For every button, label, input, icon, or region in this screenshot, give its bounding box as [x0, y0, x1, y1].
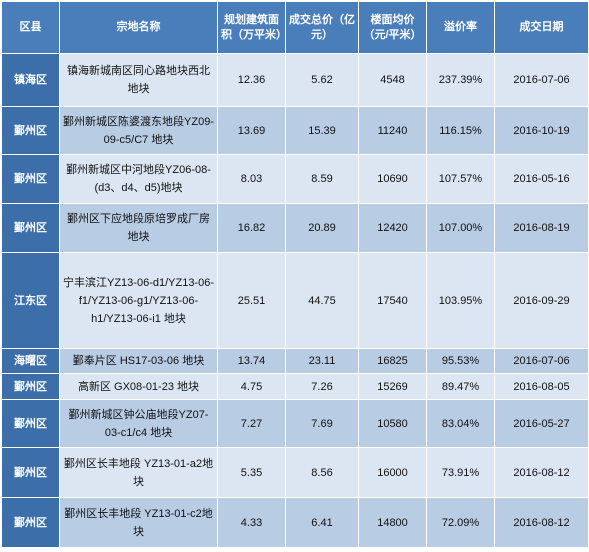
- unit-price-cell: 12420: [358, 203, 427, 253]
- col-header-area: 规划建筑面积（万平米）: [217, 1, 286, 54]
- unit-price-cell: 17540: [358, 252, 427, 349]
- district-cell: 鄞州区: [1, 399, 60, 448]
- unit-price-cell: 15269: [358, 373, 427, 400]
- premium-cell: 72.09%: [426, 497, 495, 548]
- date-cell: 2016-08-12: [494, 447, 589, 498]
- premium-cell: 89.47%: [426, 373, 495, 400]
- area-cell: 25.51: [217, 252, 286, 349]
- parcel-name-cell: 鄞州区下应地段原培罗成厂房地块: [59, 203, 218, 253]
- area-cell: 5.35: [217, 447, 286, 498]
- parcel-name-cell: 高新区 GX08-01-23 地块: [59, 373, 218, 400]
- premium-cell: 83.04%: [426, 399, 495, 448]
- parcel-name-cell: 鄞州区长丰地段 YZ13-01-a2地块: [59, 447, 218, 498]
- district-cell: 鄞州区: [1, 447, 60, 498]
- table-row: 鄞州区 鄞州新城区中河地段YZ06-08-(d3、d4、d5)地块 8.03 8…: [1, 154, 589, 204]
- premium-cell: 73.91%: [426, 447, 495, 498]
- area-cell: 16.82: [217, 203, 286, 253]
- premium-cell: 107.57%: [426, 154, 495, 204]
- date-cell: 2016-07-06: [494, 53, 589, 107]
- date-cell: 2016-10-19: [494, 106, 589, 155]
- district-cell: 海曙区: [1, 348, 60, 374]
- district-cell: 鄞州区: [1, 106, 60, 155]
- parcel-name-cell: 宁丰滨江YZ13-06-d1/YZ13-06-f1/YZ13-06-g1/YZ1…: [59, 252, 218, 349]
- col-header-district: 区县: [1, 1, 60, 54]
- area-cell: 13.69: [217, 106, 286, 155]
- district-cell: 鄞州区: [1, 154, 60, 204]
- total-price-cell: 44.75: [285, 252, 359, 349]
- area-cell: 4.75: [217, 373, 286, 400]
- unit-price-cell: 16000: [358, 447, 427, 498]
- parcel-name-cell: 鄞州新城区陈婆渡东地段YZ09-09-c5/C7 地块: [59, 106, 218, 155]
- date-cell: 2016-08-19: [494, 203, 589, 253]
- district-cell: 鄞州区: [1, 373, 60, 400]
- premium-cell: 237.39%: [426, 53, 495, 107]
- unit-price-cell: 4548: [358, 53, 427, 107]
- parcel-name-cell: 鄞奉片区 HS17-03-06 地块: [59, 348, 218, 374]
- unit-price-cell: 11240: [358, 106, 427, 155]
- total-price-cell: 20.89: [285, 203, 359, 253]
- table-row: 鄞州区 鄞州新城区钟公庙地段YZ07-03-c1/c4 地块 7.27 7.69…: [1, 399, 589, 448]
- parcel-name-cell: 鄞州新城区钟公庙地段YZ07-03-c1/c4 地块: [59, 399, 218, 448]
- area-cell: 4.33: [217, 497, 286, 548]
- total-price-cell: 5.62: [285, 53, 359, 107]
- total-price-cell: 23.11: [285, 348, 359, 374]
- area-cell: 12.36: [217, 53, 286, 107]
- area-cell: 8.03: [217, 154, 286, 204]
- header-row: 区县 宗地名称 规划建筑面积（万平米） 成交总价（亿元） 楼面均价（元/平米） …: [1, 1, 589, 54]
- date-cell: 2016-08-12: [494, 497, 589, 548]
- district-cell: 江东区: [1, 252, 60, 349]
- total-price-cell: 7.69: [285, 399, 359, 448]
- total-price-cell: 7.26: [285, 373, 359, 400]
- unit-price-cell: 10580: [358, 399, 427, 448]
- unit-price-cell: 10690: [358, 154, 427, 204]
- table-row: 海曙区 鄞奉片区 HS17-03-06 地块 13.74 23.11 16825…: [1, 348, 589, 374]
- parcel-name-cell: 鄞州区长丰地段 YZ13-01-c2地块: [59, 497, 218, 548]
- date-cell: 2016-08-05: [494, 373, 589, 400]
- col-header-date: 成交日期: [494, 1, 589, 54]
- parcel-name-cell: 鄞州新城区中河地段YZ06-08-(d3、d4、d5)地块: [59, 154, 218, 204]
- table-row: 鄞州区 鄞州区长丰地段 YZ13-01-a2地块 5.35 8.56 16000…: [1, 447, 589, 498]
- col-header-unit-price: 楼面均价（元/平米）: [358, 1, 427, 54]
- total-price-cell: 6.41: [285, 497, 359, 548]
- date-cell: 2016-09-29: [494, 252, 589, 349]
- unit-price-cell: 16825: [358, 348, 427, 374]
- table-row: 鄞州区 鄞州区长丰地段 YZ13-01-c2地块 4.33 6.41 14800…: [1, 497, 589, 548]
- table-row: 江东区 宁丰滨江YZ13-06-d1/YZ13-06-f1/YZ13-06-g1…: [1, 252, 589, 349]
- date-cell: 2016-05-16: [494, 154, 589, 204]
- district-cell: 鄞州区: [1, 203, 60, 253]
- table-row: 鄞州区 鄞州新城区陈婆渡东地段YZ09-09-c5/C7 地块 13.69 15…: [1, 106, 589, 155]
- table-row: 镇海区 镇海新城南区同心路地块西北地块 12.36 5.62 4548 237.…: [1, 53, 589, 107]
- premium-cell: 103.95%: [426, 252, 495, 349]
- premium-cell: 116.15%: [426, 106, 495, 155]
- table-row: 鄞州区 鄞州区下应地段原培罗成厂房地块 16.82 20.89 12420 10…: [1, 203, 589, 253]
- premium-cell: 107.00%: [426, 203, 495, 253]
- premium-cell: 95.53%: [426, 348, 495, 374]
- col-header-parcel-name: 宗地名称: [59, 1, 218, 54]
- parcel-name-cell: 镇海新城南区同心路地块西北地块: [59, 53, 218, 107]
- total-price-cell: 15.39: [285, 106, 359, 155]
- unit-price-cell: 14800: [358, 497, 427, 548]
- total-price-cell: 8.59: [285, 154, 359, 204]
- area-cell: 13.74: [217, 348, 286, 374]
- date-cell: 2016-07-06: [494, 348, 589, 374]
- col-header-total-price: 成交总价（亿元）: [285, 1, 359, 54]
- table-row: 鄞州区 高新区 GX08-01-23 地块 4.75 7.26 15269 89…: [1, 373, 589, 400]
- total-price-cell: 8.56: [285, 447, 359, 498]
- district-cell: 镇海区: [1, 53, 60, 107]
- col-header-premium: 溢价率: [426, 1, 495, 54]
- date-cell: 2016-05-27: [494, 399, 589, 448]
- district-cell: 鄞州区: [1, 497, 60, 548]
- area-cell: 7.27: [217, 399, 286, 448]
